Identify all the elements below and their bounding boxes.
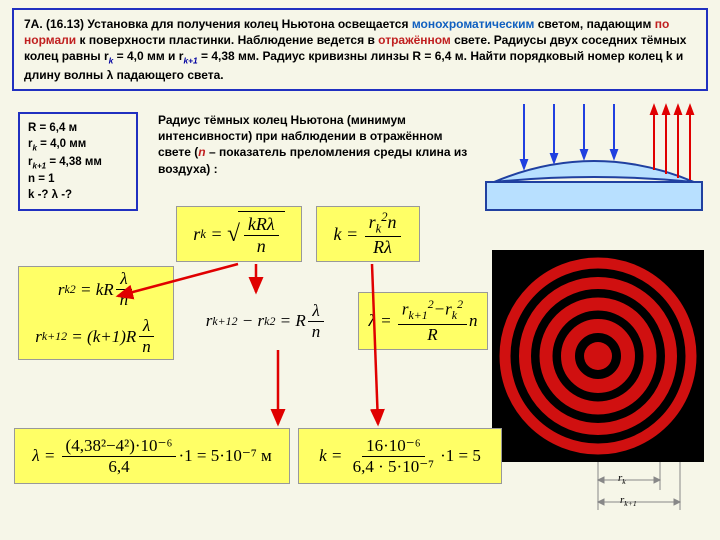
problem-text-2: светом, падающим [534,17,654,31]
desc-n: n [198,145,205,159]
newton-rings [492,250,704,462]
given-data: R = 6,4 м rk = 4,0 мм rk+1 = 4,38 мм n =… [18,112,138,211]
formula-diff: rk+12 − rk2 = R λn [186,296,346,346]
formula-k: k = rk2nRλ [316,206,420,262]
lens-diagram [484,100,706,220]
given-find: k -? λ -? [28,187,128,203]
given-R: R = 6,4 м [28,120,128,136]
formula-rk: rk = √kRλn [176,206,302,262]
problem-text-3: к поверхности пластинки. Наблюдение веде… [76,33,378,47]
given-rk: rk = 4,0 мм [28,136,128,154]
problem-mono: монохроматическим [412,17,535,31]
formula-lambda-numeric: λ = (4,38²−4²)·10⁻⁶6,4 ·1 = 5·10⁻⁷ м [14,428,290,484]
formula-rk-squared: rk2 = kR λn rk+12 = (k+1)R λn [18,266,174,360]
given-n: n = 1 [28,171,128,187]
problem-refl: отражённом [378,33,451,47]
problem-statement: 7А. (16.13) Установка для получения коле… [12,8,708,91]
description: Радиус тёмных колец Ньютона (минимум инт… [158,112,468,177]
formula-lambda: λ = rk+12−rk2R n [358,292,488,350]
problem-rk: = 4,0 мм и r [113,49,183,63]
dim-rk: rk [618,472,626,486]
rings-dimensions [492,462,706,518]
given-rk1: rk+1 = 4,38 мм [28,154,128,172]
dim-rk1: rk+1 [620,494,637,508]
problem-text-1: 7А. (16.13) Установка для получения коле… [24,17,412,31]
formula-k-numeric: k = 16·10⁻⁶6,4 · 5·10⁻⁷ ·1 = 5 [298,428,502,484]
